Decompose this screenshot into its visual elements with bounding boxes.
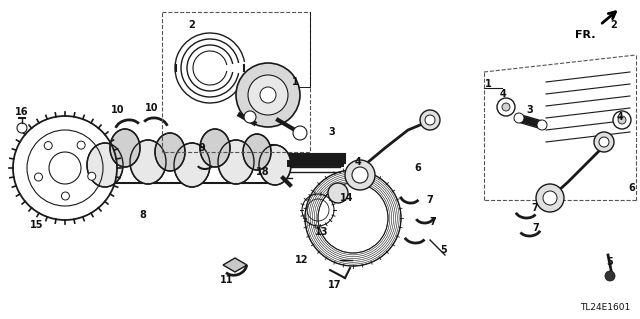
Ellipse shape — [259, 145, 291, 185]
Text: 5: 5 — [607, 257, 613, 267]
Circle shape — [236, 63, 300, 127]
Text: 7: 7 — [427, 195, 433, 205]
Circle shape — [514, 113, 524, 123]
Circle shape — [605, 271, 615, 281]
Text: 6: 6 — [415, 163, 421, 173]
Circle shape — [35, 173, 42, 181]
Text: 13: 13 — [316, 227, 329, 237]
Circle shape — [613, 111, 631, 129]
Circle shape — [328, 183, 348, 203]
Text: 2: 2 — [611, 20, 618, 30]
Text: 2: 2 — [189, 20, 195, 30]
Circle shape — [244, 111, 256, 123]
Ellipse shape — [155, 133, 185, 171]
Ellipse shape — [200, 129, 230, 167]
Circle shape — [536, 184, 564, 212]
Circle shape — [17, 123, 27, 133]
Circle shape — [543, 191, 557, 205]
Text: 12: 12 — [295, 255, 308, 265]
Ellipse shape — [174, 143, 210, 187]
Circle shape — [537, 120, 547, 130]
Circle shape — [345, 160, 375, 190]
Ellipse shape — [130, 140, 166, 184]
Text: 6: 6 — [628, 183, 636, 193]
Circle shape — [594, 132, 614, 152]
Text: 11: 11 — [220, 275, 234, 285]
Text: 15: 15 — [30, 220, 44, 230]
Text: 4: 4 — [500, 89, 506, 99]
Text: 1: 1 — [484, 79, 492, 89]
Text: 17: 17 — [328, 280, 342, 290]
Text: 5: 5 — [440, 245, 447, 255]
Text: 4: 4 — [355, 157, 362, 167]
Circle shape — [44, 142, 52, 150]
Text: 10: 10 — [111, 105, 125, 115]
Text: 8: 8 — [140, 210, 147, 220]
Text: 7: 7 — [429, 217, 436, 227]
Circle shape — [497, 98, 515, 116]
Text: 9: 9 — [198, 143, 205, 153]
Text: 1: 1 — [292, 77, 298, 87]
Text: 4: 4 — [616, 112, 623, 122]
Circle shape — [425, 115, 435, 125]
Circle shape — [61, 192, 69, 200]
Ellipse shape — [218, 140, 254, 184]
Text: 3: 3 — [527, 105, 533, 115]
Text: TL24E1601: TL24E1601 — [580, 303, 630, 312]
Text: 7: 7 — [532, 203, 538, 213]
Circle shape — [352, 167, 368, 183]
Circle shape — [502, 103, 510, 111]
Circle shape — [260, 87, 276, 103]
Polygon shape — [223, 258, 247, 272]
Ellipse shape — [87, 143, 123, 187]
Text: 7: 7 — [532, 223, 540, 233]
Circle shape — [293, 126, 307, 140]
Circle shape — [77, 141, 85, 149]
Text: 10: 10 — [145, 103, 159, 113]
Circle shape — [599, 137, 609, 147]
Circle shape — [420, 110, 440, 130]
Circle shape — [618, 116, 626, 124]
Text: 16: 16 — [15, 107, 29, 117]
Text: 3: 3 — [328, 127, 335, 137]
Text: 18: 18 — [256, 167, 270, 177]
Circle shape — [88, 172, 96, 180]
Text: 14: 14 — [340, 193, 354, 203]
Ellipse shape — [110, 129, 140, 167]
Circle shape — [248, 75, 288, 115]
Text: FR.: FR. — [575, 30, 595, 40]
Ellipse shape — [243, 134, 271, 170]
